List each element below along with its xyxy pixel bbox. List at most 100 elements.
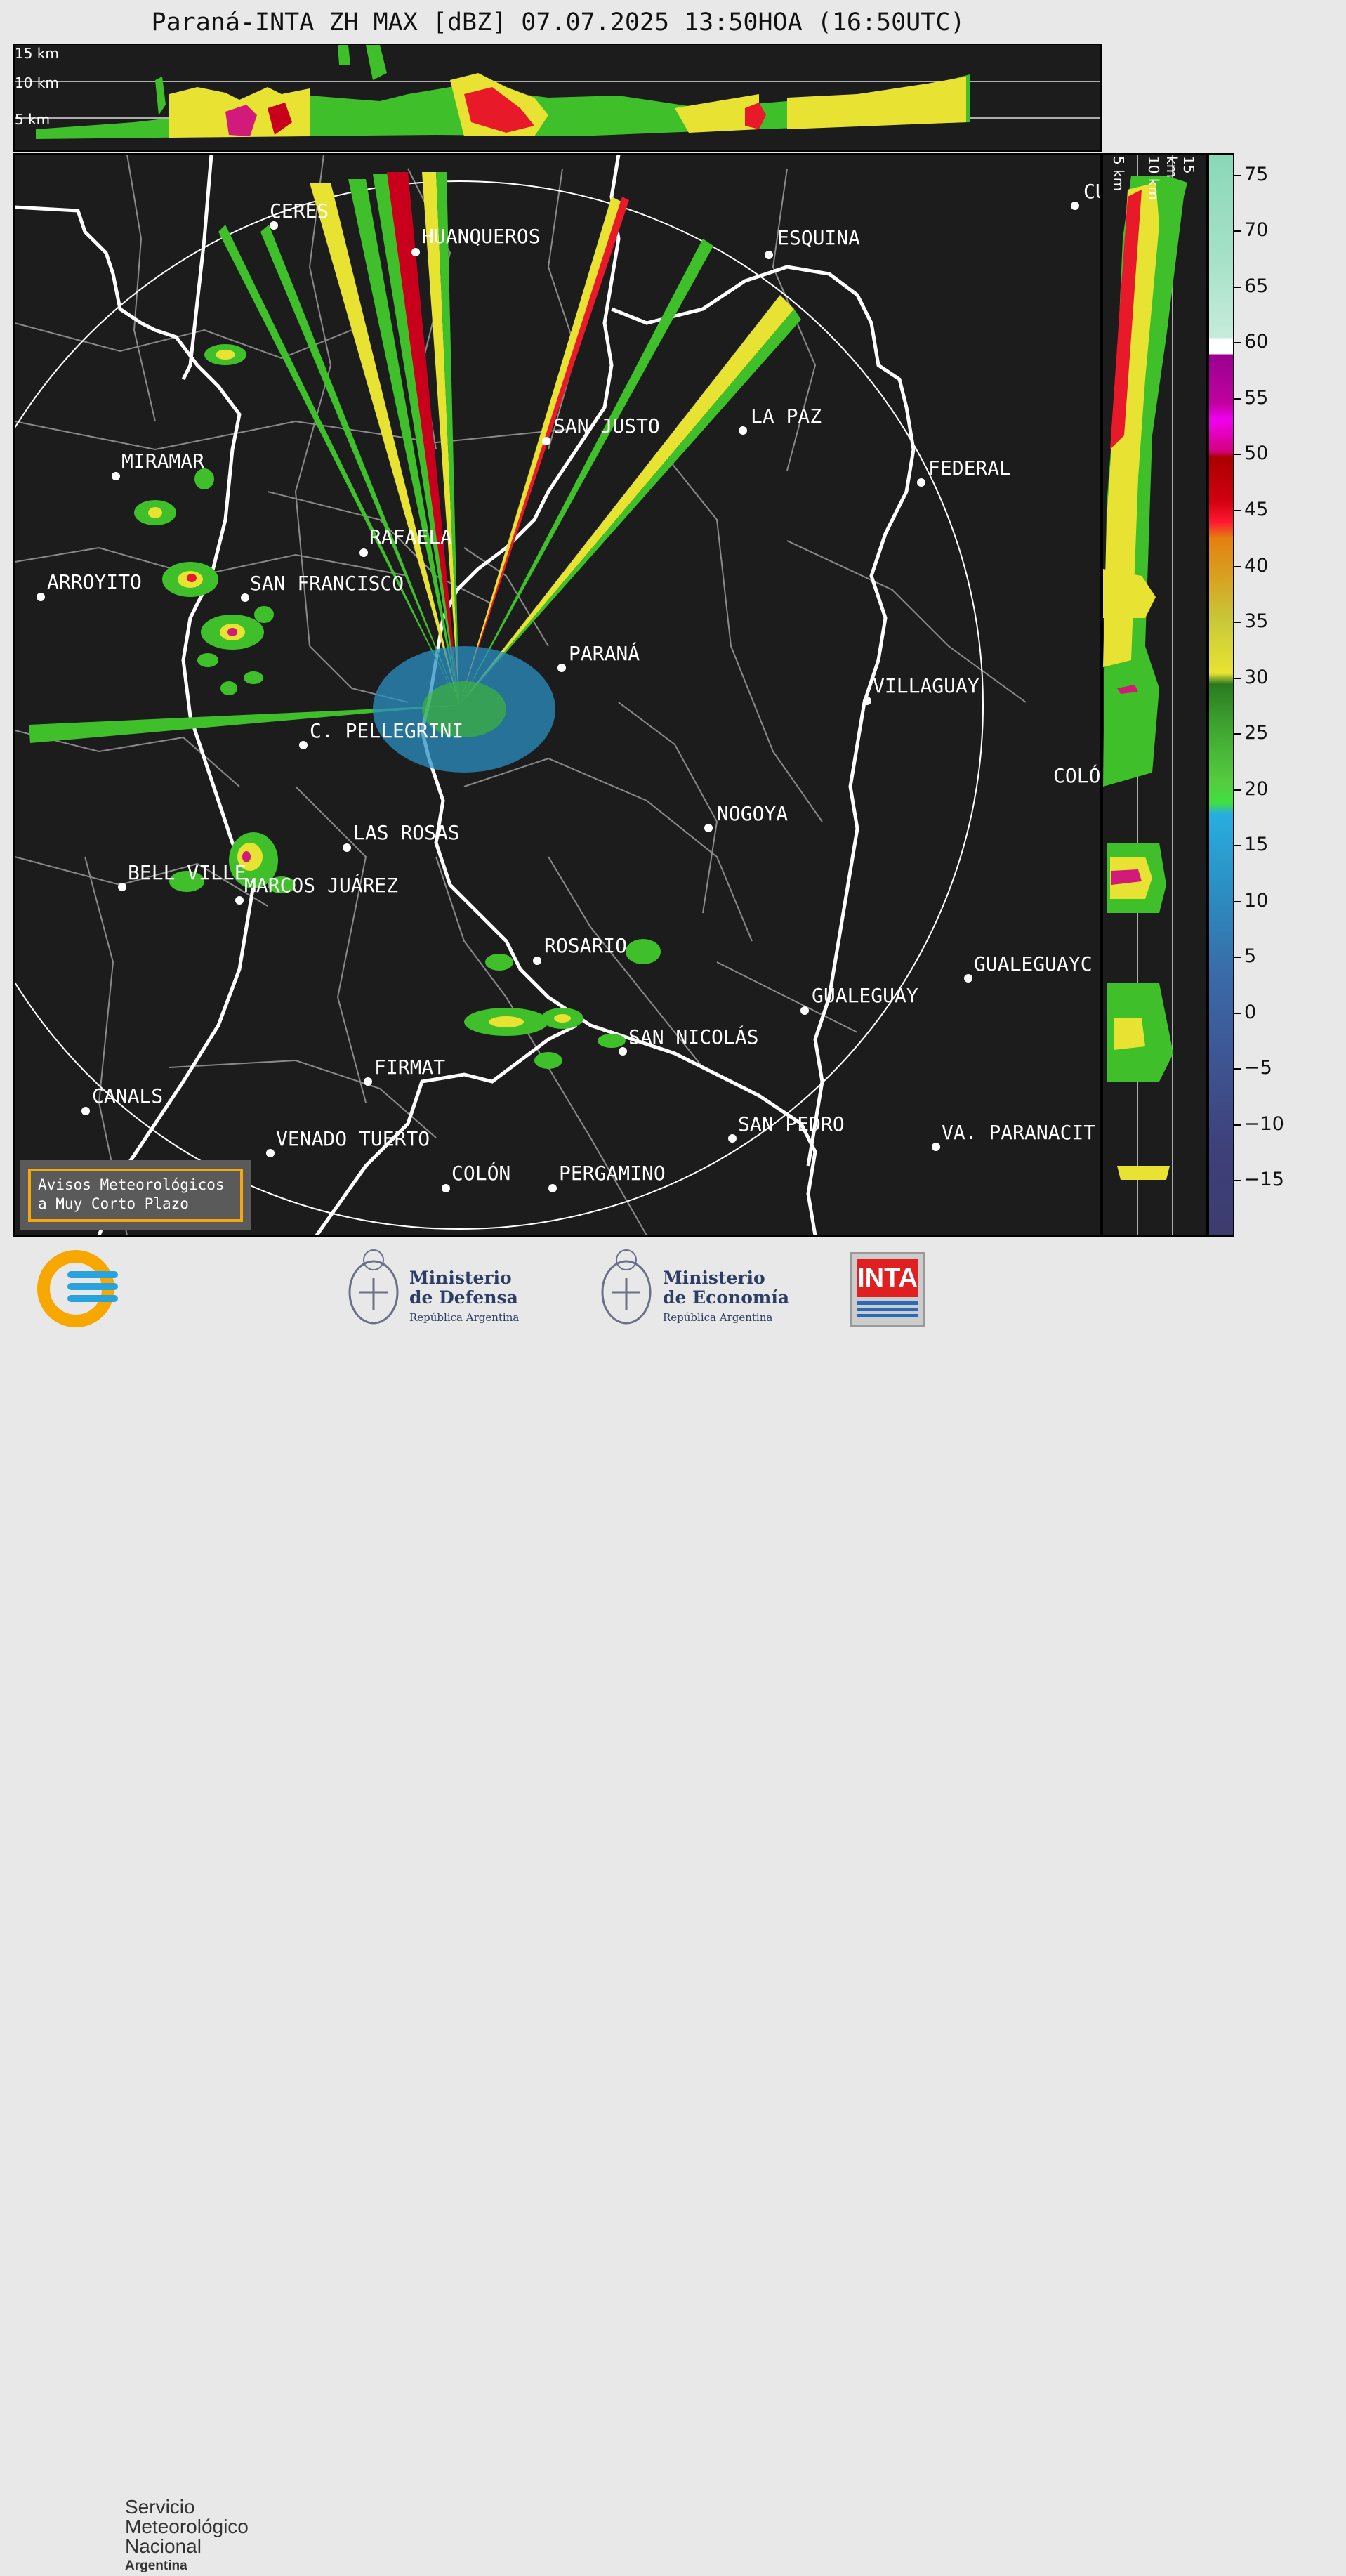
city-dot-las-rosas: [343, 843, 351, 852]
city-label-villaguay: VILLAGUAY: [873, 674, 979, 697]
city-label-arroyito: ARROYITO: [47, 570, 142, 593]
economia-line-2: de Economía: [663, 1287, 790, 1308]
city-label-rafaela: RAFAELA: [369, 525, 453, 548]
city-dot-c-pellegrini: [299, 741, 308, 749]
colorbar-tick: [1234, 957, 1241, 959]
smn-logo-text: Servicio Meteorológico Nacional Argentin…: [125, 2497, 249, 2576]
economia-seal-icon: [601, 1249, 652, 1325]
city-label-san-pedro: SAN PEDRO: [738, 1112, 845, 1136]
colorbar-tick-label: −10: [1244, 1112, 1284, 1135]
colorbar-tick-label: 25: [1244, 722, 1269, 744]
city-dot-san-nicolas: [619, 1047, 627, 1056]
map-svg: [15, 155, 1027, 1235]
city-label-esquina: ESQUINA: [777, 226, 861, 249]
city-dot-rafaela: [359, 548, 368, 557]
city-label-san-francisco: SAN FRANCISCO: [250, 572, 404, 595]
colorbar-tick: [1234, 789, 1241, 791]
defensa-line-3: República Argentina: [409, 1311, 520, 1324]
colorbar-tick-label: 10: [1244, 889, 1269, 912]
height-label-15: 15 km: [15, 45, 59, 62]
city-dot-gualeguaychu: [964, 974, 972, 983]
colorbar-tick: [1234, 286, 1241, 288]
city-dot-miramar: [112, 472, 120, 480]
colorbar-tick: [1234, 900, 1241, 902]
colorbar-tick: [1234, 230, 1241, 232]
city-label-federal: FEDERAL: [928, 456, 1012, 480]
logos-svg: [37, 1249, 652, 1327]
colorbar-tick-label: 20: [1244, 777, 1269, 800]
chart-title: Paraná-INTA ZH MAX [dBZ] 07.07.2025 13:5…: [151, 8, 965, 37]
city-label-canals: CANALS: [92, 1084, 164, 1108]
defensa-logo-text: Ministerio de Defensa República Argentin…: [409, 1268, 519, 1327]
colorbar-tick-label: 55: [1244, 386, 1269, 409]
colorbar-tick-label: 65: [1244, 275, 1269, 297]
city-label-san-nicolas: SAN NICOLÁS: [628, 1025, 759, 1049]
colorbar-tick: [1234, 565, 1241, 567]
right-cross-section-svg: [1103, 155, 1187, 1235]
city-dot-ceres: [270, 221, 278, 230]
city-dot-rosario: [533, 957, 541, 965]
city-dot-villa-paranacito: [932, 1143, 940, 1151]
colorbar-tick: [1234, 397, 1241, 400]
colorbar-tick: [1234, 510, 1241, 512]
city-label-gualeguay: GUALEGUAY: [812, 984, 918, 1007]
colorbar-tick: [1234, 677, 1241, 679]
colorbar-tick-label: 15: [1244, 834, 1269, 856]
colorbar-tick: [1234, 733, 1241, 735]
city-dot-esquina: [765, 251, 773, 259]
city-dot-san-justo: [542, 437, 550, 445]
colorbar-tick: [1234, 342, 1241, 344]
colorbar-tick: [1234, 622, 1241, 624]
colorbar-tick: [1234, 1012, 1241, 1014]
colorbar-tick-label: 40: [1244, 554, 1269, 577]
city-dot-arroyito: [37, 593, 45, 601]
colorbar-tick-label: 0: [1244, 1001, 1257, 1023]
defensa-line-2: de Defensa: [409, 1287, 518, 1308]
warning-line-2: a Muy Corto Plazo: [38, 1195, 189, 1212]
defensa-seal-icon: [348, 1249, 399, 1325]
city-dot-parana: [557, 664, 566, 672]
colorbar-tick-label: −15: [1244, 1169, 1284, 1191]
city-dot-huanqueros: [411, 248, 420, 256]
city-dot-gualeguay: [800, 1006, 809, 1015]
city-label-las-rosas: LAS ROSAS: [353, 821, 460, 844]
city-label-nogoya: NOGOYA: [717, 802, 789, 825]
colorbar-tick-label: 35: [1244, 610, 1269, 633]
economia-line-3: República Argentina: [663, 1311, 773, 1324]
city-label-pergamino: PERGAMINO: [559, 1162, 666, 1185]
right-cross-section: 5 km 10 km 15 km: [1102, 153, 1208, 1237]
top-cross-section-svg: [15, 45, 1100, 139]
city-dot-marcos-juarez: [235, 896, 244, 905]
height-label-10: 10 km: [15, 74, 59, 91]
colorbar-tick: [1234, 1068, 1241, 1070]
colorbar-tick-label: −5: [1244, 1057, 1272, 1079]
warning-line-1: Avisos Meteorológicos: [38, 1176, 225, 1193]
colorbar-tick-label: 45: [1244, 499, 1269, 521]
city-dot-cu: [1071, 202, 1079, 210]
smn-line-2: Meteorológico: [125, 2516, 249, 2537]
city-dot-venado-tuerto: [266, 1149, 275, 1157]
city-label-c-pellegrini: C. PELLEGRINI: [310, 719, 464, 742]
city-label-gualeguaychu: GUALEGUAYC: [974, 952, 1093, 975]
colorbar-tick-label: 30: [1244, 666, 1269, 688]
colorbar-tick-label: 75: [1244, 163, 1269, 185]
colorbar-tick-label: 50: [1244, 442, 1269, 465]
colorbar-tick-label: 70: [1244, 219, 1269, 242]
city-dot-colon: [442, 1184, 450, 1192]
colorbar: [1208, 153, 1234, 1237]
city-label-venado-tuerto: VENADO TUERTO: [276, 1127, 430, 1150]
smn-line-4: Argentina: [125, 2558, 187, 2573]
city-label-colo: COLÓ: [1053, 764, 1101, 787]
city-dot-villaguay: [863, 697, 871, 705]
inta-logo: INTA: [850, 1252, 925, 1327]
city-dot-pergamino: [548, 1184, 557, 1192]
right-height-label-10: 10 km: [1145, 156, 1162, 200]
city-label-rosario: ROSARIO: [544, 934, 628, 957]
city-label-colon: COLÓN: [451, 1162, 511, 1185]
smn-line-3: Nacional: [125, 2535, 202, 2557]
city-label-san-justo: SAN JUSTO: [553, 414, 660, 438]
right-height-label-5: 5 km: [1110, 156, 1127, 192]
colorbar-tick: [1234, 845, 1241, 847]
city-label-cu: CU: [1083, 180, 1100, 203]
colorbar-tick: [1234, 454, 1241, 456]
